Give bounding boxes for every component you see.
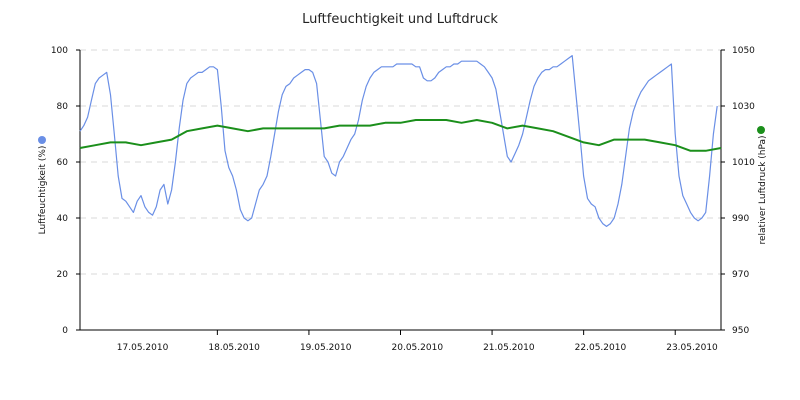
y-left-tick-label: 20 bbox=[57, 270, 69, 280]
chart-title: Luftfeuchtigkeit und Luftdruck bbox=[302, 12, 498, 27]
x-tick-label: 21.05.2010 bbox=[483, 343, 535, 353]
y-right-tick-label: 1010 bbox=[732, 158, 755, 168]
x-tick-label: 17.05.2010 bbox=[117, 343, 169, 353]
grid bbox=[80, 49, 721, 275]
x-tick-label: 19.05.2010 bbox=[300, 343, 352, 353]
y-right-tick-label: 1030 bbox=[732, 102, 755, 112]
y-left-tick-label: 100 bbox=[51, 46, 68, 56]
x-ticks: 17.05.2010 18.05.2010 19.05.2010 20.05.2010… bbox=[117, 343, 718, 353]
legend-marker-humidity bbox=[38, 136, 46, 144]
x-tick-label: 23.05.2010 bbox=[666, 343, 718, 353]
y-ticks-left: 0 20 40 60 80 100 bbox=[51, 46, 68, 336]
x-tick-label: 20.05.2010 bbox=[392, 343, 444, 353]
humidity-line bbox=[79, 54, 718, 227]
y-right-tick-label: 990 bbox=[732, 214, 749, 224]
axes bbox=[76, 49, 725, 335]
y-left-tick-label: 40 bbox=[57, 214, 69, 224]
y-axis-right-label: relativer Luftdruck (hPa) bbox=[758, 135, 768, 244]
x-tick-label: 18.05.2010 bbox=[208, 343, 260, 353]
series-group bbox=[79, 54, 722, 227]
y-left-tick-label: 80 bbox=[57, 102, 69, 112]
y-left-tick-label: 60 bbox=[57, 158, 69, 168]
x-tick-label: 22.05.2010 bbox=[575, 343, 627, 353]
legend-marker-pressure bbox=[757, 126, 765, 134]
y-ticks-right: 950 970 990 1010 1030 1050 bbox=[732, 46, 755, 336]
y-right-tick-label: 950 bbox=[732, 326, 749, 336]
y-right-tick-label: 970 bbox=[732, 270, 749, 280]
pressure-line bbox=[79, 119, 722, 152]
y-left-tick-label: 0 bbox=[62, 326, 68, 336]
y-right-tick-label: 1050 bbox=[732, 46, 755, 56]
y-axis-left-label: Luftfeuchtigkeit (%) bbox=[38, 146, 48, 235]
